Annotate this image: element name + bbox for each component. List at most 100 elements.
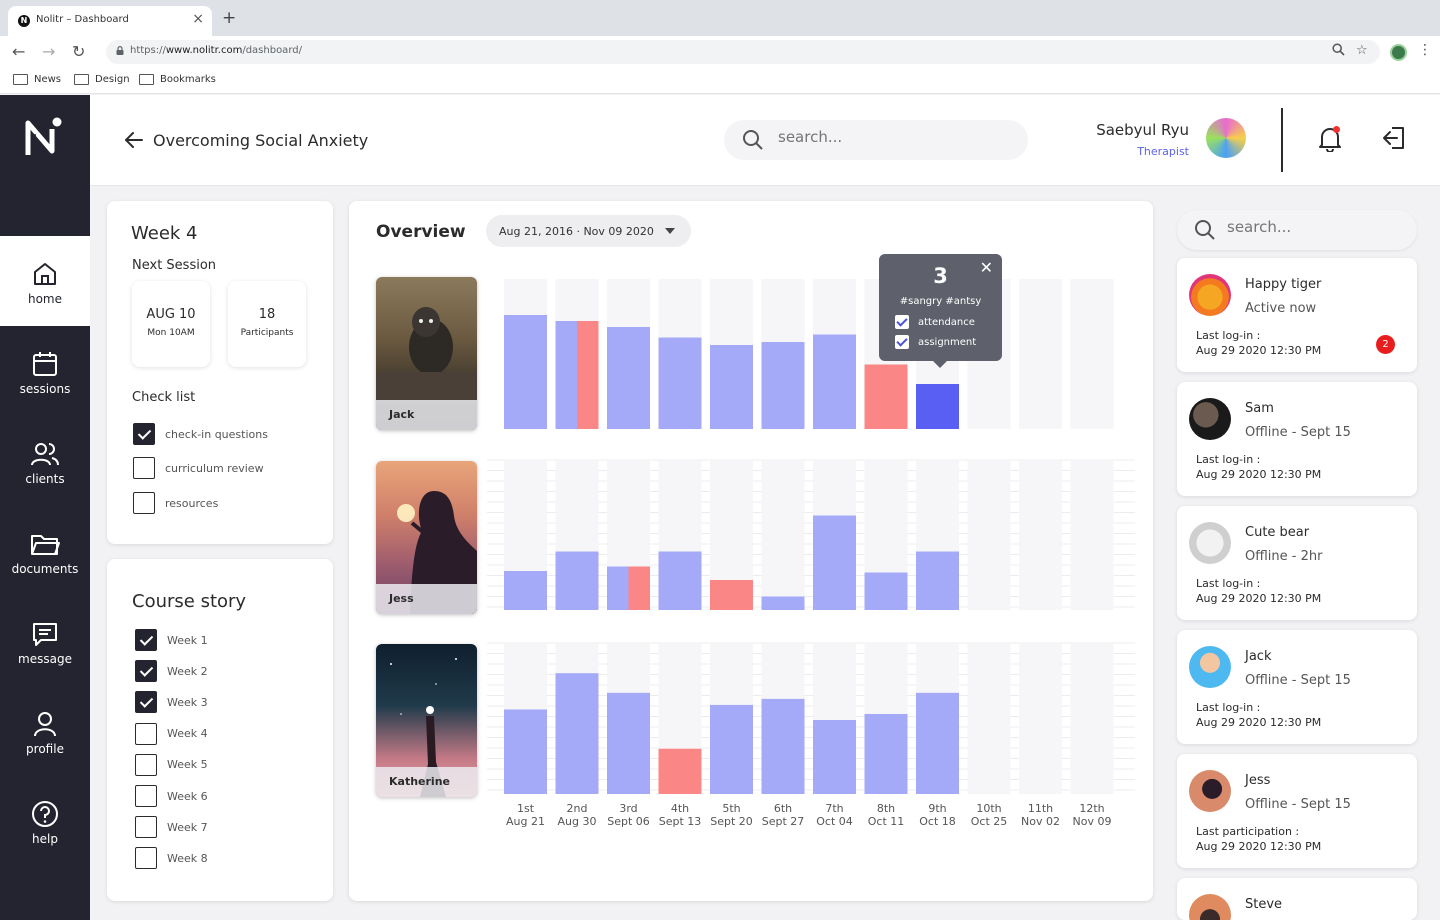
course-week-label: Week 5 [167,758,208,772]
back-nav-icon[interactable]: ← [12,42,26,61]
x-tick-label: 8th [877,802,895,815]
checkbox[interactable] [135,753,157,776]
client-card[interactable]: Sam Offline - Sept 15 Last log-in : Aug 29 … [1177,382,1417,496]
bookmark-bookmarks[interactable]: Bookmarks [139,74,216,85]
checklist-item[interactable]: check-in questions [133,423,268,445]
participants-tile[interactable]: 18 Participants [228,281,306,367]
browser-toolbar: ← → ↻ https://www.nolitr.com/dashboard/ … [0,36,1440,68]
nav-clients[interactable]: clients [0,416,90,506]
clients-search[interactable] [1177,210,1417,250]
course-week-item[interactable]: Week 6 [135,785,208,807]
client-card[interactable]: Steve [1177,878,1417,920]
search-icon [743,130,763,150]
checkbox[interactable] [133,457,155,479]
bookmark-star-icon[interactable]: ☆ [1356,43,1368,58]
client-status: Offline - 2hr [1245,549,1323,564]
date-range-dropdown[interactable]: Aug 21, 2016 · Nov 09 2020 [486,215,691,247]
course-week-item[interactable]: Week 7 [135,816,208,839]
user-avatar[interactable] [1206,118,1246,158]
tooltip-attendance[interactable]: attendance [895,315,975,329]
tooltip-assignment[interactable]: assignment [895,335,976,349]
zoom-icon[interactable] [1332,43,1345,60]
browser-tab[interactable]: N Nolitr – Dashboard × [8,6,212,36]
nav-label: message [18,652,72,666]
reload-icon[interactable]: ↻ [72,42,86,61]
course-week-item[interactable]: Week 5 [135,753,208,776]
bar-jess-7th [813,515,856,610]
nav-home[interactable]: home [0,236,90,326]
client-card[interactable]: Jess Offline - Sept 15 Last participation … [1177,754,1417,868]
bar-jack-9th [916,384,959,429]
x-tick-label: 3rd [619,802,637,815]
checklist-item[interactable]: curriculum review [133,457,264,479]
client-avatar [1189,894,1231,920]
course-week-item[interactable]: Week 8 [135,847,208,870]
course-week-item[interactable]: Week 4 [135,722,208,745]
course-week-item[interactable]: Week 3 [135,691,208,714]
close-icon[interactable]: ✕ [979,258,993,277]
x-tick-date: Sept 13 [659,815,702,828]
tab-close-icon[interactable]: × [192,11,204,27]
next-session-label: Next Session [132,258,217,273]
bookmark-news[interactable]: News [13,74,61,85]
client-card[interactable]: Jack Offline - Sept 15 Last log-in : Aug 29… [1177,630,1417,744]
course-week-item[interactable]: Week 2 [135,660,208,683]
client-card[interactable]: Happy tiger Active now Last log-in : Aug 29… [1177,258,1417,372]
checkbox[interactable] [135,816,157,839]
tooltip-tags: #sangry #antsy [899,296,982,307]
client-photo-jess[interactable]: Jess [376,461,477,614]
client-avatar [1189,522,1231,564]
nav-profile[interactable]: profile [0,686,90,776]
participants-label: Participants [240,328,294,338]
browser-profile-avatar[interactable] [1390,44,1407,61]
course-week-item[interactable]: Week 1 [135,629,208,651]
nav-documents[interactable]: documents [0,506,90,596]
header-search[interactable] [724,120,1028,160]
tooltip-value: 3 [933,264,948,288]
app-sidebar: home sessions clients documents message … [0,95,90,920]
checkbox-checked[interactable] [895,335,909,349]
new-tab-plus-icon[interactable]: + [222,8,237,28]
checkbox[interactable] [135,847,157,870]
browser-menu-icon[interactable]: ⋮ [1418,42,1432,58]
clients-search-input[interactable] [1227,218,1397,236]
checkbox-checked[interactable] [135,691,157,714]
checkbox[interactable] [133,492,155,514]
checklist-title: Check list [132,390,196,405]
checkbox-checked[interactable] [895,315,909,329]
search-input[interactable] [778,128,1008,146]
course-week-label: Week 6 [167,789,208,803]
address-bar[interactable]: https://www.nolitr.com/dashboard/ ☆ [106,40,1380,64]
checkbox-checked[interactable] [133,423,155,445]
x-tick-label: 9th [928,802,946,815]
back-arrow-icon[interactable] [124,131,144,149]
session-date-tile[interactable]: AUG 10 Mon 10AM [132,281,210,367]
checkbox[interactable] [135,785,157,807]
browser-tabstrip: N Nolitr – Dashboard × + [0,0,1440,36]
photo-caption-strip [376,584,477,614]
bar-jess-9th [916,551,959,610]
forward-nav-icon[interactable]: → [42,42,56,61]
calendar-icon [33,352,57,376]
x-tick-label: 1st [517,802,535,815]
bar-jack-2nd [555,321,577,429]
client-status: Offline - Sept 15 [1245,673,1351,688]
client-photo-katherine[interactable]: Katherine [376,644,477,797]
checkbox-checked[interactable] [135,629,157,651]
nav-message[interactable]: message [0,596,90,686]
user-role[interactable]: Therapist [1137,145,1189,158]
client-photo-jack[interactable]: Jack [376,277,477,430]
nav-label: clients [25,472,65,486]
nav-help[interactable]: help [0,776,90,866]
bar-jack-2nd-low [577,321,599,429]
last-login-label: Last log-in : [1196,577,1261,590]
nav-sessions[interactable]: sessions [0,326,90,416]
last-login-time: Aug 29 2020 12:30 PM [1196,840,1322,853]
users-icon [31,443,59,466]
bookmark-design[interactable]: Design [74,74,130,85]
checkbox[interactable] [135,722,157,745]
checkbox-checked[interactable] [135,660,157,683]
logout-icon[interactable] [1380,126,1406,150]
checklist-item[interactable]: resources [133,492,218,514]
client-card[interactable]: Cute bear Offline - 2hr Last log-in : Aug 2… [1177,506,1417,620]
